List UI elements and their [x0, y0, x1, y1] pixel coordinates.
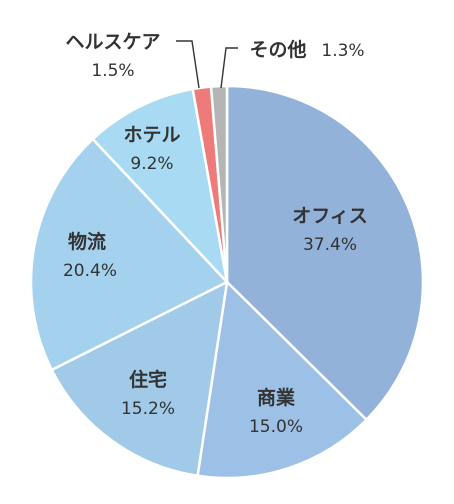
- slice-value-other: 1.3%: [321, 41, 364, 61]
- slice-label-other: その他: [249, 38, 306, 61]
- pie-slice-other: [209, 84, 229, 284]
- slice-value-residential: 15.2%: [121, 399, 175, 419]
- slice-label-healthcare: ヘルスケア: [65, 31, 160, 53]
- slice-value-logistics: 20.4%: [63, 261, 117, 281]
- slice-value-healthcare: 1.5%: [91, 61, 134, 81]
- slice-value-hotel: 9.2%: [130, 154, 173, 174]
- slice-label-logistics: 物流: [68, 230, 106, 253]
- leader-line-healthcare: [176, 40, 200, 89]
- slice-label-office: オフィス: [292, 205, 368, 227]
- pie-slice-residential: [50, 280, 229, 478]
- pie-slice-logistics: [29, 137, 229, 372]
- slice-value-commerce: 15.0%: [249, 417, 303, 437]
- pie-slice-office: [225, 84, 425, 421]
- pie-slice-hotel: [91, 87, 229, 284]
- slice-label-commerce: 商業: [257, 386, 296, 409]
- pie-slices: [29, 84, 425, 480]
- slice-label-hotel: ホテル: [123, 124, 180, 146]
- slice-label-residential: 住宅: [129, 368, 167, 391]
- slice-value-office: 37.4%: [303, 235, 357, 255]
- leader-line-other: [220, 47, 238, 89]
- pie-slice-commerce: [196, 280, 368, 480]
